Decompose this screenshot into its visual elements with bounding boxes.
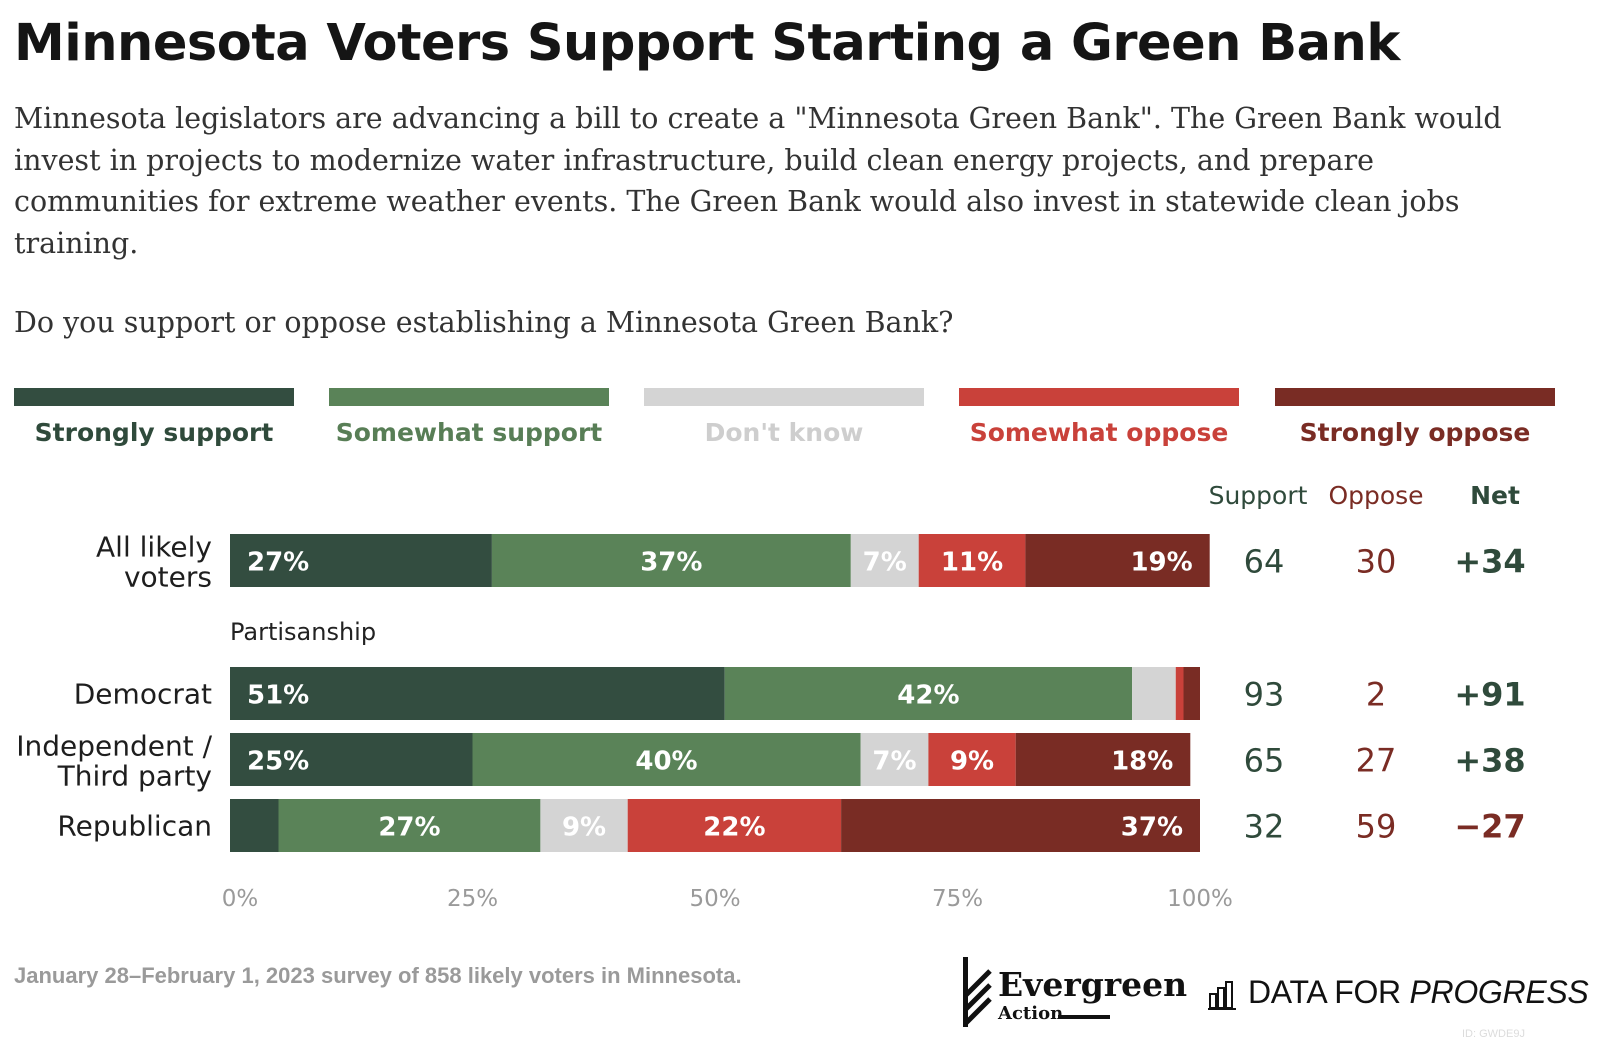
data-for-progress-logo: DATA FOR PROGRESS — [1208, 972, 1589, 1012]
legend-swatch — [1275, 388, 1555, 406]
bar-segment — [1015, 733, 1191, 786]
evergreen-action-wordmark: Action — [998, 1003, 1064, 1024]
data-label: 7% — [863, 548, 907, 578]
data-label: 25% — [247, 747, 309, 777]
oppose-value: 2 — [1366, 676, 1386, 714]
bar-segment — [540, 799, 628, 852]
net-value: +91 — [1454, 676, 1525, 714]
legend-somewhat-support: Somewhat support — [329, 388, 609, 447]
bar-segment — [850, 534, 919, 587]
bar-segment — [278, 799, 541, 852]
row-label: Republican — [57, 810, 212, 843]
data-label: 27% — [247, 548, 309, 578]
evergreen-action-logo: Evergreen Action — [960, 955, 1190, 1030]
bar-chart-icon — [1208, 981, 1236, 1010]
bar-segment — [472, 733, 861, 786]
image-id: ID: GWDE9J — [1462, 1028, 1525, 1040]
bar-segment — [918, 534, 1026, 587]
dfp-wordmark-italic: PROGRESS — [1409, 974, 1589, 1010]
bar-segment — [230, 534, 492, 587]
bar-segment — [491, 534, 851, 587]
legend-label: Strongly oppose — [1299, 418, 1531, 447]
row-label: All likely — [96, 531, 212, 564]
evergreen-wordmark: Evergreen — [998, 965, 1188, 1004]
row-label: Democrat — [74, 678, 212, 711]
x-tick-label: 0% — [222, 886, 259, 912]
legend-label: Strongly support — [34, 418, 274, 447]
legend-somewhat-oppose: Somewhat oppose — [959, 388, 1239, 447]
net-value: −27 — [1454, 808, 1525, 846]
legend-strongly-oppose: Strongly oppose — [1275, 388, 1555, 447]
evergreen-tree-icon — [963, 957, 992, 1027]
chart-title: Minnesota Voters Support Starting a Gree… — [14, 14, 1400, 73]
bar-segment — [841, 799, 1200, 852]
bar-segment — [724, 667, 1133, 720]
oppose-value: 27 — [1356, 742, 1397, 780]
data-label: 9% — [562, 813, 606, 843]
data-label: 37% — [1121, 813, 1183, 843]
evergreen-underline — [1058, 1015, 1110, 1019]
data-label: 19% — [1130, 548, 1192, 578]
data-label: 22% — [703, 813, 765, 843]
row-label: Independent / — [16, 730, 212, 763]
data-label: 40% — [635, 747, 697, 777]
support-value: 32 — [1244, 808, 1285, 846]
bar-segment — [1025, 534, 1210, 587]
data-label: 37% — [640, 548, 702, 578]
data-label: 42% — [897, 681, 959, 711]
row-label: voters — [124, 561, 212, 594]
x-tick-label: 50% — [689, 886, 740, 912]
bar-segment — [230, 799, 279, 852]
legend-strongly-support: Strongly support — [14, 388, 294, 447]
bar-segment — [627, 799, 842, 852]
bar-segment — [230, 733, 473, 786]
column-header-oppose: Oppose — [1328, 481, 1423, 510]
stacked-bar-chart: Support Oppose Net Partisanship All likelyvo… — [16, 481, 1525, 912]
legend-swatch — [14, 388, 294, 406]
support-value: 64 — [1244, 543, 1285, 581]
x-tick-label: 100% — [1167, 886, 1233, 912]
legend-label: Somewhat oppose — [969, 418, 1229, 447]
support-value: 93 — [1244, 676, 1285, 714]
dfp-wordmark: DATA FOR PROGRESS — [1248, 974, 1589, 1011]
bar-segment — [1183, 667, 1200, 720]
column-header-net: Net — [1470, 481, 1520, 510]
legend-swatch — [959, 388, 1239, 406]
oppose-value: 30 — [1356, 543, 1397, 581]
bar-segment — [230, 667, 725, 720]
data-label: 7% — [872, 747, 916, 777]
data-label: 18% — [1111, 747, 1173, 777]
legend-label: Somewhat support — [335, 418, 603, 447]
legend-label: Don't know — [704, 418, 864, 447]
bar-segment — [1175, 667, 1184, 720]
group-label-partisanship: Partisanship — [230, 618, 376, 646]
net-value: +38 — [1454, 742, 1525, 780]
oppose-value: 59 — [1356, 808, 1397, 846]
bar-segment — [928, 733, 1016, 786]
row-label: Third party — [57, 760, 212, 793]
data-label: 27% — [378, 813, 440, 843]
legend-swatch — [329, 388, 609, 406]
data-label: 11% — [941, 548, 1003, 578]
dfp-wordmark-plain: DATA FOR — [1248, 974, 1410, 1010]
chart-description: Minnesota legislators are advancing a bi… — [14, 102, 1502, 260]
source-note: January 28–February 1, 2023 survey of 85… — [14, 963, 742, 988]
legend-swatch — [644, 388, 924, 406]
data-label: 9% — [950, 747, 994, 777]
net-value: +34 — [1454, 543, 1525, 581]
survey-question: Do you support or oppose establishing a … — [14, 306, 954, 339]
support-value: 65 — [1244, 742, 1285, 780]
data-label: 51% — [247, 681, 309, 711]
x-tick-label: 75% — [932, 886, 983, 912]
bar-segment — [1132, 667, 1176, 720]
bar-segment — [860, 733, 929, 786]
x-tick-label: 25% — [447, 886, 498, 912]
legend-dont-know: Don't know — [644, 388, 924, 447]
column-header-support: Support — [1209, 481, 1308, 510]
